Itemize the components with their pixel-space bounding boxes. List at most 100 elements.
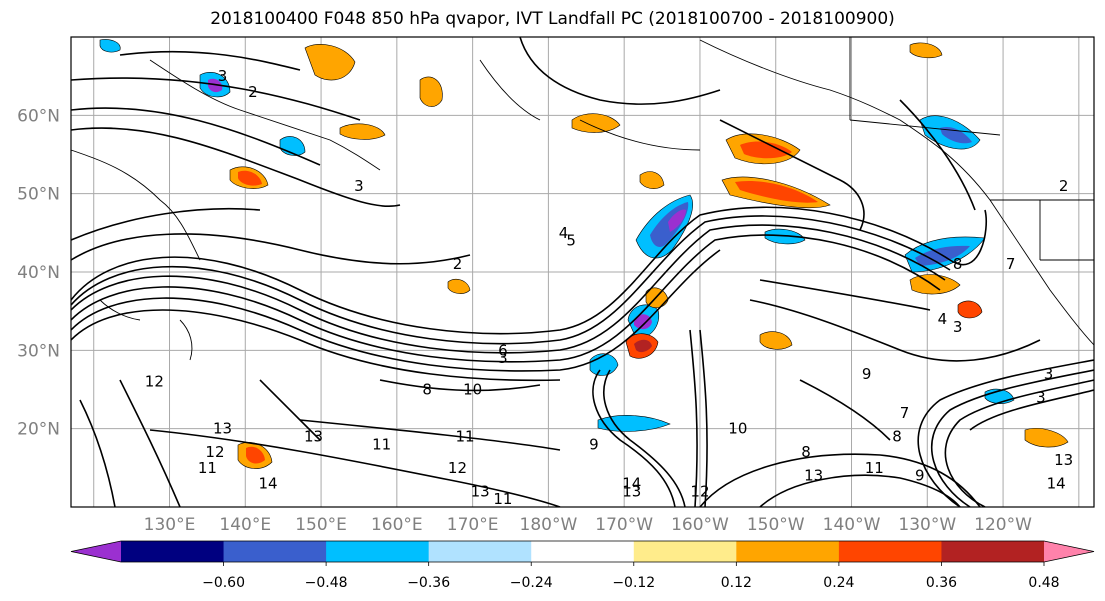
contour-label: 6 (498, 341, 508, 359)
positive-anomaly-patch (909, 42, 943, 59)
strongest-negative-anomaly-patch (208, 78, 223, 93)
longitude-label: 140°W (823, 515, 881, 535)
longitude-label: 160°W (671, 515, 729, 535)
positive-anomaly-patch (304, 44, 356, 81)
ivt-contours (71, 37, 1094, 507)
contour-label: 14 (622, 475, 641, 493)
positive-anomaly-patch (419, 76, 443, 107)
longitude-label: 150°W (747, 515, 805, 535)
contour-label: 3 (1036, 388, 1046, 406)
graticule (71, 37, 1094, 507)
colorbar-segment (428, 541, 532, 562)
contour-label: 13 (804, 467, 823, 485)
contour-label: 8 (892, 428, 902, 446)
contour-label: 7 (900, 404, 910, 422)
strongest-negative-anomaly-patch (668, 209, 686, 232)
colorbar-segment (633, 541, 737, 562)
colorbar-tick-label: −0.48 (305, 575, 348, 591)
contour-label: 12 (205, 443, 224, 461)
colorbar-tick-label: −0.24 (510, 575, 553, 591)
negative-anomaly-patch (99, 39, 121, 53)
negative-anomaly-patch (589, 353, 619, 376)
strong-negative-anomaly-patch (940, 126, 972, 144)
contour-label: 10 (728, 420, 747, 438)
contour-label: 13 (471, 482, 490, 500)
latitude-label: 20°N (17, 420, 60, 440)
positive-anomaly-patch (759, 331, 793, 350)
contour-label: 2 (248, 83, 258, 101)
colorbar-segment (326, 541, 430, 562)
colorbar-extend-high (1044, 541, 1094, 562)
longitude-label: 120°W (974, 515, 1032, 535)
contour-label: 4 (938, 310, 948, 328)
colorbar-tick-label: 0.12 (721, 575, 752, 591)
map-title: 2018100400 F048 850 hPa qvapor, IVT Land… (210, 9, 895, 29)
colorbar-outline (70, 540, 1095, 563)
contour-label: 13 (213, 420, 232, 438)
contour-label: 3 (218, 67, 228, 85)
longitude-label: 140°E (219, 515, 271, 535)
contour-label: 12 (145, 373, 164, 391)
colorbar-segment (941, 541, 1045, 562)
negative-anomaly-patch (597, 415, 671, 432)
contour-label: 14 (258, 475, 277, 493)
strongest-negative-anomaly-patch (634, 314, 652, 330)
positive-anomaly-patch (909, 274, 961, 295)
contour-label: 5 (566, 232, 576, 250)
map-frame (70, 36, 1095, 508)
strong-positive-anomaly-patch (634, 339, 652, 353)
contour-label: 7 (1006, 255, 1016, 273)
colorbar-segment (223, 541, 327, 562)
strong-positive-anomaly-patch (735, 180, 818, 203)
contour-label: 11 (372, 435, 391, 453)
contour-label: 10 (463, 381, 482, 399)
contour-label: 4 (559, 224, 569, 242)
positive-anomaly-patch (1024, 428, 1069, 448)
contour-label: 8 (801, 443, 811, 461)
latitude-label: 50°N (17, 185, 60, 205)
positive-anomaly-patch (447, 278, 471, 294)
colorbar-tick-label: −0.12 (612, 575, 655, 591)
contour-label: 11 (198, 459, 217, 477)
strong-positive-anomaly-patch (238, 170, 262, 186)
longitude-label: 180°W (520, 515, 578, 535)
colorbar-tick-label: −0.36 (407, 575, 450, 591)
contour-label: 8 (422, 381, 432, 399)
negative-anomaly-patch (764, 228, 806, 245)
positive-anomaly-patch (339, 123, 386, 140)
contour-label: 8 (953, 255, 963, 273)
contour-label: 12 (690, 482, 709, 500)
contour-label: 9 (589, 435, 599, 453)
latitude-label: 40°N (17, 263, 60, 283)
contour-label: 11 (493, 490, 512, 508)
contour-label: 14 (1047, 475, 1066, 493)
strong-positive-anomaly-patch (740, 141, 792, 159)
colorbar-segment (531, 541, 635, 562)
colorbar-tick-label: 0.36 (926, 575, 957, 591)
contour-label: 3 (498, 349, 508, 367)
colorbar-tick-labels: −0.60 −0.48 −0.36 −0.24 −0.12 0.12 0.24 0.36 0.4… (202, 562, 1060, 591)
colorbar (70, 540, 1095, 563)
longitude-label: 170°E (447, 515, 499, 535)
longitude-label: 170°W (595, 515, 653, 535)
colorbar-segment (736, 541, 840, 562)
contour-label: 13 (304, 428, 323, 446)
colorbar-tick-label: −0.60 (202, 575, 245, 591)
longitude-labels: 130°E 140°E 150°E 160°E 170°E 180°W 170°W 160°W… (144, 515, 1032, 535)
colorbar-segment (121, 541, 225, 562)
latitude-labels: 60°N 50°N 40°N 30°N 20°N (17, 106, 60, 439)
longitude-label: 130°W (898, 515, 956, 535)
longitude-label: 150°E (295, 515, 347, 535)
colorbar-tick-label: 0.24 (823, 575, 854, 591)
contour-label: 3 (1044, 365, 1054, 383)
longitude-label: 130°E (144, 515, 196, 535)
colorbar-segment (838, 541, 942, 562)
contour-label: 11 (455, 428, 474, 446)
contour-label: 3 (354, 177, 364, 195)
colorbar-tick-label: 0.48 (1028, 575, 1059, 591)
positive-anomaly-patch (571, 113, 621, 133)
strong-positive-anomaly-patch (246, 446, 265, 464)
contour-label: 13 (622, 482, 641, 500)
